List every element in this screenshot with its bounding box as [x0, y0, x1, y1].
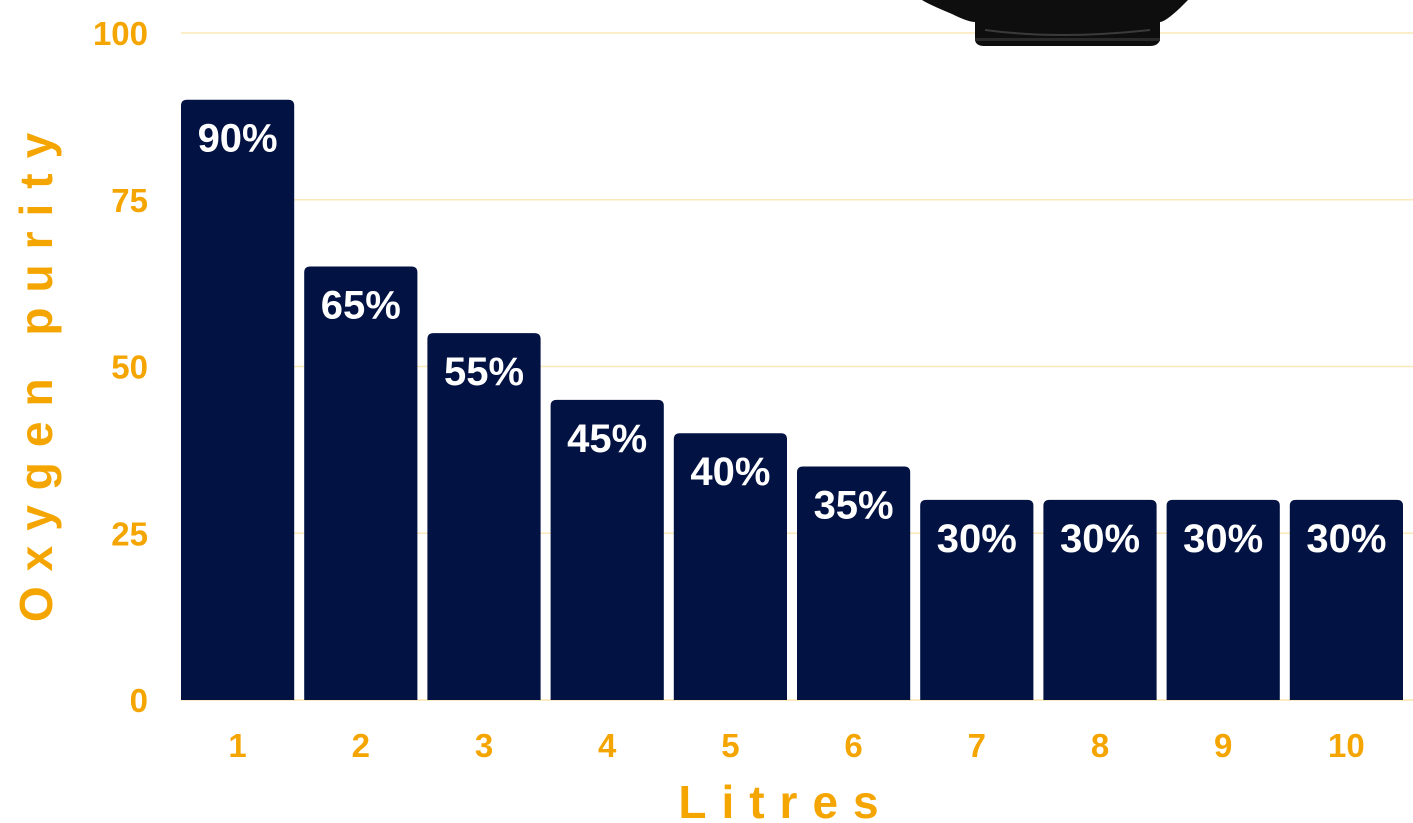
x-tick-label: 2	[352, 727, 370, 764]
bars	[181, 99, 1403, 700]
bar-1	[181, 99, 295, 700]
data-label-6: 35%	[814, 484, 894, 528]
x-axis-title: Litres	[678, 776, 893, 823]
data-label-2: 65%	[321, 283, 401, 327]
data-label-1: 90%	[198, 117, 278, 161]
y-tick-label: 50	[111, 349, 148, 386]
y-axis-ticks: 0 25 50 75 100	[93, 15, 148, 719]
x-tick-label: 4	[598, 727, 617, 764]
x-tick-label: 9	[1214, 727, 1232, 764]
data-label-7: 30%	[937, 517, 1017, 561]
data-label-5: 40%	[690, 450, 770, 494]
bar-8	[1043, 499, 1157, 700]
x-tick-label: 6	[844, 727, 862, 764]
x-tick-label: 8	[1091, 727, 1109, 764]
y-tick-label: 100	[93, 15, 148, 52]
x-tick-label: 5	[721, 727, 739, 764]
y-tick-label: 75	[111, 182, 148, 219]
bar-5	[673, 433, 787, 700]
bar-7	[920, 499, 1034, 700]
y-tick-label: 25	[111, 515, 148, 552]
data-labels: 90% 65% 55% 45% 40% 35% 30% 30% 30% 30%	[198, 117, 1387, 561]
data-label-8: 30%	[1060, 517, 1140, 561]
data-label-4: 45%	[567, 417, 647, 461]
bar-10	[1289, 499, 1403, 700]
bar-6	[797, 466, 911, 700]
x-tick-label: 10	[1328, 727, 1365, 764]
y-axis-title: Oxygen purity	[10, 118, 62, 622]
data-label-10: 30%	[1306, 517, 1386, 561]
x-axis-ticks: 1 2 3 4 5 6 7 8 9 10	[228, 727, 1364, 764]
data-label-9: 30%	[1183, 517, 1263, 561]
x-tick-label: 3	[475, 727, 493, 764]
bar-9	[1166, 499, 1280, 700]
bar-4	[550, 399, 664, 700]
bar-3	[427, 333, 541, 700]
bar-2	[304, 266, 418, 700]
x-tick-label: 7	[968, 727, 986, 764]
data-label-3: 55%	[444, 350, 524, 394]
y-tick-label: 0	[130, 682, 148, 719]
x-tick-label: 1	[228, 727, 246, 764]
device-image	[922, 0, 1188, 46]
